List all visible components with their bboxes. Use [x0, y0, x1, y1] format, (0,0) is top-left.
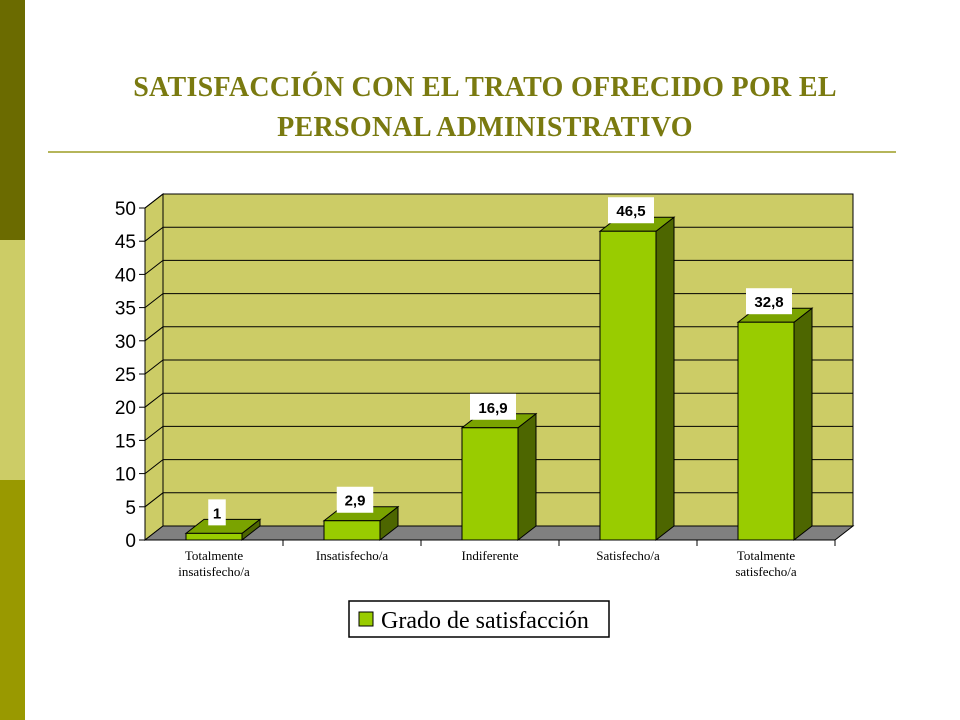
legend — [348, 600, 610, 638]
data-label-box — [470, 393, 516, 420]
side-bar-middle — [0, 240, 25, 480]
data-label: 32,8 — [754, 294, 783, 311]
data-label: 16,9 — [478, 400, 507, 417]
data-label-box — [746, 288, 792, 315]
y-tick-label: 35 — [115, 299, 136, 320]
y-tick-label: 25 — [115, 365, 136, 386]
bar — [599, 230, 657, 541]
y-tick-label: 15 — [115, 431, 136, 452]
bar-side — [793, 307, 813, 542]
bar — [323, 520, 381, 541]
legend-swatch — [358, 611, 374, 627]
y-tick-label: 40 — [115, 265, 136, 286]
data-label-box — [608, 197, 654, 224]
category-label: satisfecho/a — [735, 564, 797, 579]
y-tick-label: 10 — [115, 465, 136, 486]
data-label-box — [208, 499, 226, 526]
bar — [461, 427, 519, 541]
category-label: insatisfecho/a — [178, 564, 250, 579]
side-bar-top — [0, 0, 25, 240]
data-label: 46,5 — [616, 203, 645, 220]
category-label: Satisfecho/a — [596, 548, 660, 563]
y-tick-label: 20 — [115, 398, 136, 419]
y-tick-label: 50 — [115, 199, 136, 220]
data-label: 1 — [213, 505, 221, 522]
bar-side — [517, 412, 537, 542]
y-tick-label: 45 — [115, 232, 136, 253]
gridline — [144, 193, 853, 209]
category-label: Insatisfecho/a — [316, 548, 388, 563]
category-label: Totalmente — [185, 548, 244, 563]
slide-title-line-2: PERSONAL ADMINISTRATIVO — [277, 112, 693, 143]
legend-label: Grado de satisfacción — [381, 608, 589, 634]
y-tick-label: 30 — [115, 332, 136, 353]
y-tick-label: 0 — [125, 531, 136, 552]
y-tick-label: 5 — [125, 498, 136, 519]
category-label: Indiferente — [461, 548, 518, 563]
bar-side — [655, 216, 675, 542]
side-bar-bottom — [0, 480, 25, 720]
slide-title-line-1: SATISFACCIÓN CON EL TRATO OFRECIDO POR E… — [133, 72, 837, 103]
bar — [185, 532, 243, 541]
category-label: Totalmente — [737, 548, 796, 563]
slide-title: SATISFACCIÓN CON EL TRATO OFRECIDO POR E… — [60, 68, 910, 148]
data-label-box — [336, 486, 374, 513]
title-rule — [48, 151, 896, 153]
bar — [737, 321, 795, 541]
data-label: 2,9 — [345, 493, 366, 510]
